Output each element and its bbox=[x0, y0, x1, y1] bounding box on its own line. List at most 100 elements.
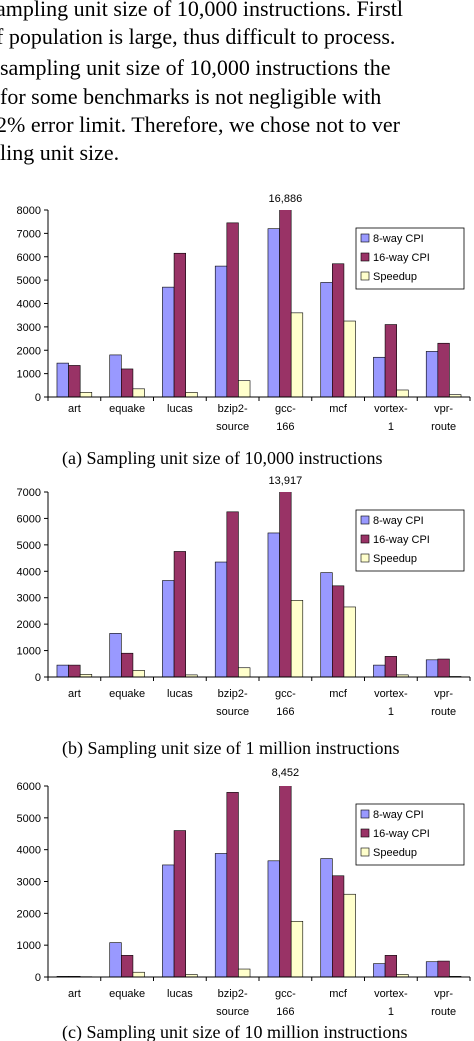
legend-label: Speedup bbox=[373, 271, 417, 283]
bar bbox=[185, 674, 198, 677]
x-tick-label: equake bbox=[109, 988, 145, 1000]
legend-box bbox=[355, 227, 465, 290]
x-tick-label: vortex-1 bbox=[374, 988, 408, 1018]
bar bbox=[109, 354, 122, 397]
y-tick-label: 5000 bbox=[17, 813, 41, 825]
paragraph-line: sampling unit size of 10,000 instruction… bbox=[0, 55, 390, 80]
legend-label: 8-way CPI bbox=[373, 233, 424, 245]
y-tick-label: 8000 bbox=[17, 205, 41, 217]
legend-label: 16-way CPI bbox=[373, 252, 430, 264]
y-tick-label: 1000 bbox=[17, 369, 41, 381]
paragraph-line: for some benchmarks is not negligible wi… bbox=[0, 84, 381, 109]
legend-swatch bbox=[360, 252, 370, 262]
value-label: 8,452 bbox=[272, 767, 300, 779]
bar bbox=[109, 633, 122, 677]
bar bbox=[267, 228, 280, 397]
bar bbox=[373, 664, 386, 677]
x-tick-label: gcc-166 bbox=[275, 403, 296, 433]
bar bbox=[384, 324, 397, 397]
bar bbox=[214, 853, 228, 977]
bar bbox=[56, 664, 69, 677]
x-tick-label: mcf bbox=[329, 688, 348, 700]
x-tick-label: gcc-166 bbox=[275, 988, 296, 1018]
paragraph-line: 2% error limit. Therefore, we chose not … bbox=[0, 112, 401, 137]
bars bbox=[56, 492, 462, 677]
bar bbox=[214, 265, 228, 397]
caption: (a) Sampling unit size of 10,000 instruc… bbox=[62, 448, 382, 469]
bar bbox=[437, 342, 450, 397]
bar bbox=[425, 351, 439, 397]
bar bbox=[79, 392, 93, 397]
bar bbox=[132, 388, 145, 397]
bar bbox=[173, 551, 186, 677]
bar bbox=[396, 389, 409, 397]
bar bbox=[332, 875, 345, 977]
legend-swatch bbox=[360, 271, 370, 281]
bar bbox=[343, 320, 356, 397]
bar bbox=[185, 392, 198, 397]
bar bbox=[267, 532, 280, 677]
bar bbox=[343, 606, 356, 677]
legend-box bbox=[355, 509, 465, 572]
y-tick-label: 4000 bbox=[17, 845, 41, 857]
y-tick-label: 5000 bbox=[17, 540, 41, 552]
bar bbox=[396, 674, 409, 677]
y-tick-label: 4000 bbox=[17, 566, 41, 578]
bar bbox=[437, 960, 450, 977]
legend-label: 16-way CPI bbox=[373, 828, 430, 840]
bar bbox=[425, 659, 439, 677]
y-tick-label: 6000 bbox=[17, 252, 41, 264]
y-tick-label: 5000 bbox=[17, 275, 41, 287]
bar bbox=[332, 263, 345, 397]
legend-swatch bbox=[360, 534, 370, 544]
paragraph-line: ampling unit size of 10,000 instructions… bbox=[0, 0, 403, 21]
x-tick-label: lucas bbox=[167, 988, 193, 1000]
bar bbox=[238, 968, 251, 977]
bar bbox=[320, 572, 333, 677]
bar bbox=[226, 792, 239, 977]
bar bbox=[226, 511, 239, 677]
x-tick-label: bzip2-source bbox=[216, 403, 249, 433]
x-tick-label: lucas bbox=[167, 403, 193, 415]
bar bbox=[226, 222, 239, 397]
legend-swatch bbox=[360, 828, 370, 838]
bar bbox=[384, 955, 397, 977]
y-tick-label: 3000 bbox=[17, 877, 41, 889]
x-tick-label: equake bbox=[109, 688, 145, 700]
y-tick-label: 2000 bbox=[17, 345, 41, 357]
value-label: 16,886 bbox=[269, 193, 303, 205]
legend-swatch bbox=[360, 553, 370, 563]
bar bbox=[343, 893, 356, 977]
legend-label: 16-way CPI bbox=[373, 534, 430, 546]
bar bbox=[290, 600, 304, 677]
x-tick-label: art bbox=[68, 988, 81, 1000]
bar bbox=[332, 585, 345, 677]
bar bbox=[384, 656, 397, 677]
bar bbox=[238, 380, 251, 397]
x-tick-label: vpr-route bbox=[431, 688, 456, 718]
x-tick-label: art bbox=[68, 688, 81, 700]
x-tick-label: gcc-166 bbox=[275, 688, 296, 718]
x-tick-label: bzip2-source bbox=[216, 988, 249, 1018]
y-tick-label: 0 bbox=[35, 972, 41, 984]
y-tick-label: 7000 bbox=[17, 487, 41, 499]
y-tick-label: 4000 bbox=[17, 299, 41, 311]
bar bbox=[68, 365, 81, 397]
bar bbox=[449, 394, 462, 397]
y-tick-label: 6000 bbox=[17, 781, 41, 793]
caption: (c) Sampling unit size of 10 million ins… bbox=[62, 1022, 407, 1041]
bar bbox=[290, 920, 304, 977]
y-tick-label: 2000 bbox=[17, 908, 41, 920]
legend-label: 8-way CPI bbox=[373, 809, 424, 821]
x-tick-label: bzip2-source bbox=[216, 688, 249, 718]
y-tick-label: 6000 bbox=[17, 513, 41, 525]
bar bbox=[121, 955, 134, 977]
x-tick-label: vortex-1 bbox=[374, 688, 408, 718]
y-tick-label: 0 bbox=[35, 392, 41, 404]
x-tick-label: vpr-route bbox=[431, 403, 456, 433]
y-tick-label: 3000 bbox=[17, 322, 41, 334]
x-tick-label: lucas bbox=[167, 688, 193, 700]
y-tick-label: 2000 bbox=[17, 619, 41, 631]
x-tick-label: equake bbox=[109, 403, 145, 415]
